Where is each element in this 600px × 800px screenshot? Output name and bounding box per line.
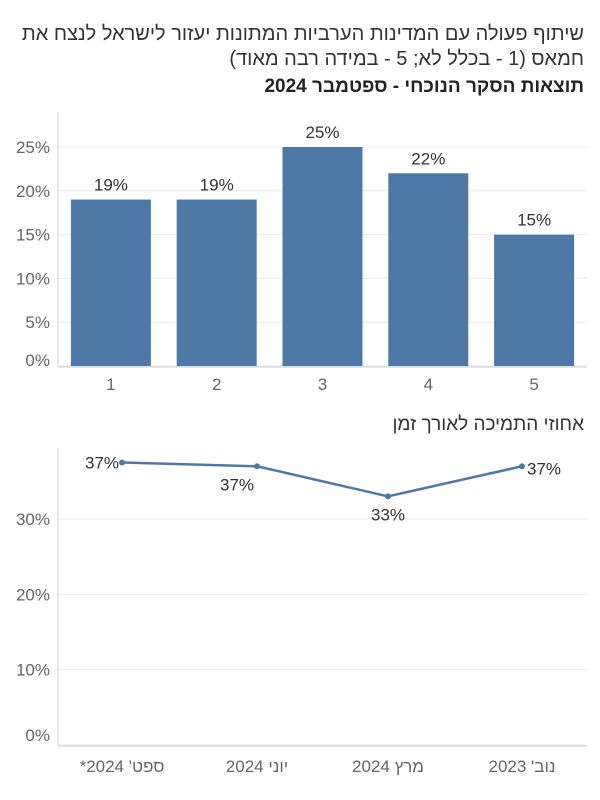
y-tick-label: 20% (16, 585, 50, 604)
data-point (519, 463, 525, 470)
x-tick-label: 1 (106, 375, 115, 394)
bar-value-label: 19% (200, 176, 234, 195)
data-point (385, 493, 391, 500)
y-tick-label: 15% (16, 226, 50, 245)
x-tick-label: ספט' 2024* (80, 757, 165, 776)
bar-value-label: 19% (94, 176, 128, 195)
point-value-label: 33% (371, 505, 405, 524)
point-value-label: 37% (220, 475, 254, 494)
chart-subtitle: תוצאות הסקר הנוכחי - ספטמבר 2024 (264, 76, 584, 97)
bar-value-label: 15% (517, 211, 551, 230)
line-chart-title: אחוזי התמיכה לאורך זמן (392, 414, 585, 435)
data-point (119, 459, 125, 466)
point-value-label: 37% (527, 459, 561, 478)
y-tick-label: 5% (25, 313, 50, 332)
data-point (254, 463, 260, 470)
bar (70, 199, 151, 366)
chart-title: שיתוף פעולה עם המדינות הערביות המתונות י… (21, 23, 584, 70)
x-tick-label: מרץ 2024 (352, 757, 424, 776)
y-tick-label: 30% (16, 510, 50, 529)
y-tick-label: 20% (16, 182, 50, 201)
bar (388, 173, 469, 366)
bar (176, 199, 257, 366)
y-tick-label: 10% (16, 269, 50, 288)
x-tick-label: 3 (318, 375, 327, 394)
bar (282, 147, 363, 366)
series-line (121, 461, 523, 498)
y-tick-label: 25% (16, 138, 50, 157)
x-tick-label: נוב' 2023 (489, 757, 556, 776)
point-value-label: 37% (85, 454, 119, 473)
bar (494, 234, 575, 366)
x-tick-label: 5 (529, 375, 538, 394)
y-tick-label: 10% (16, 661, 50, 680)
x-tick-label: 4 (424, 375, 433, 394)
bar-chart: 0% 5% 10% 15% 20% 25% 19% 1 19% 2 25% 3 22% 4 15% 5 (16, 112, 587, 394)
bar-value-label: 25% (305, 123, 339, 142)
x-tick-label: 2 (212, 375, 221, 394)
bar-value-label: 22% (411, 149, 445, 168)
y-tick-label: 0% (25, 726, 50, 745)
y-tick-label: 0% (25, 351, 50, 370)
x-tick-label: יוני 2024 (226, 757, 288, 776)
